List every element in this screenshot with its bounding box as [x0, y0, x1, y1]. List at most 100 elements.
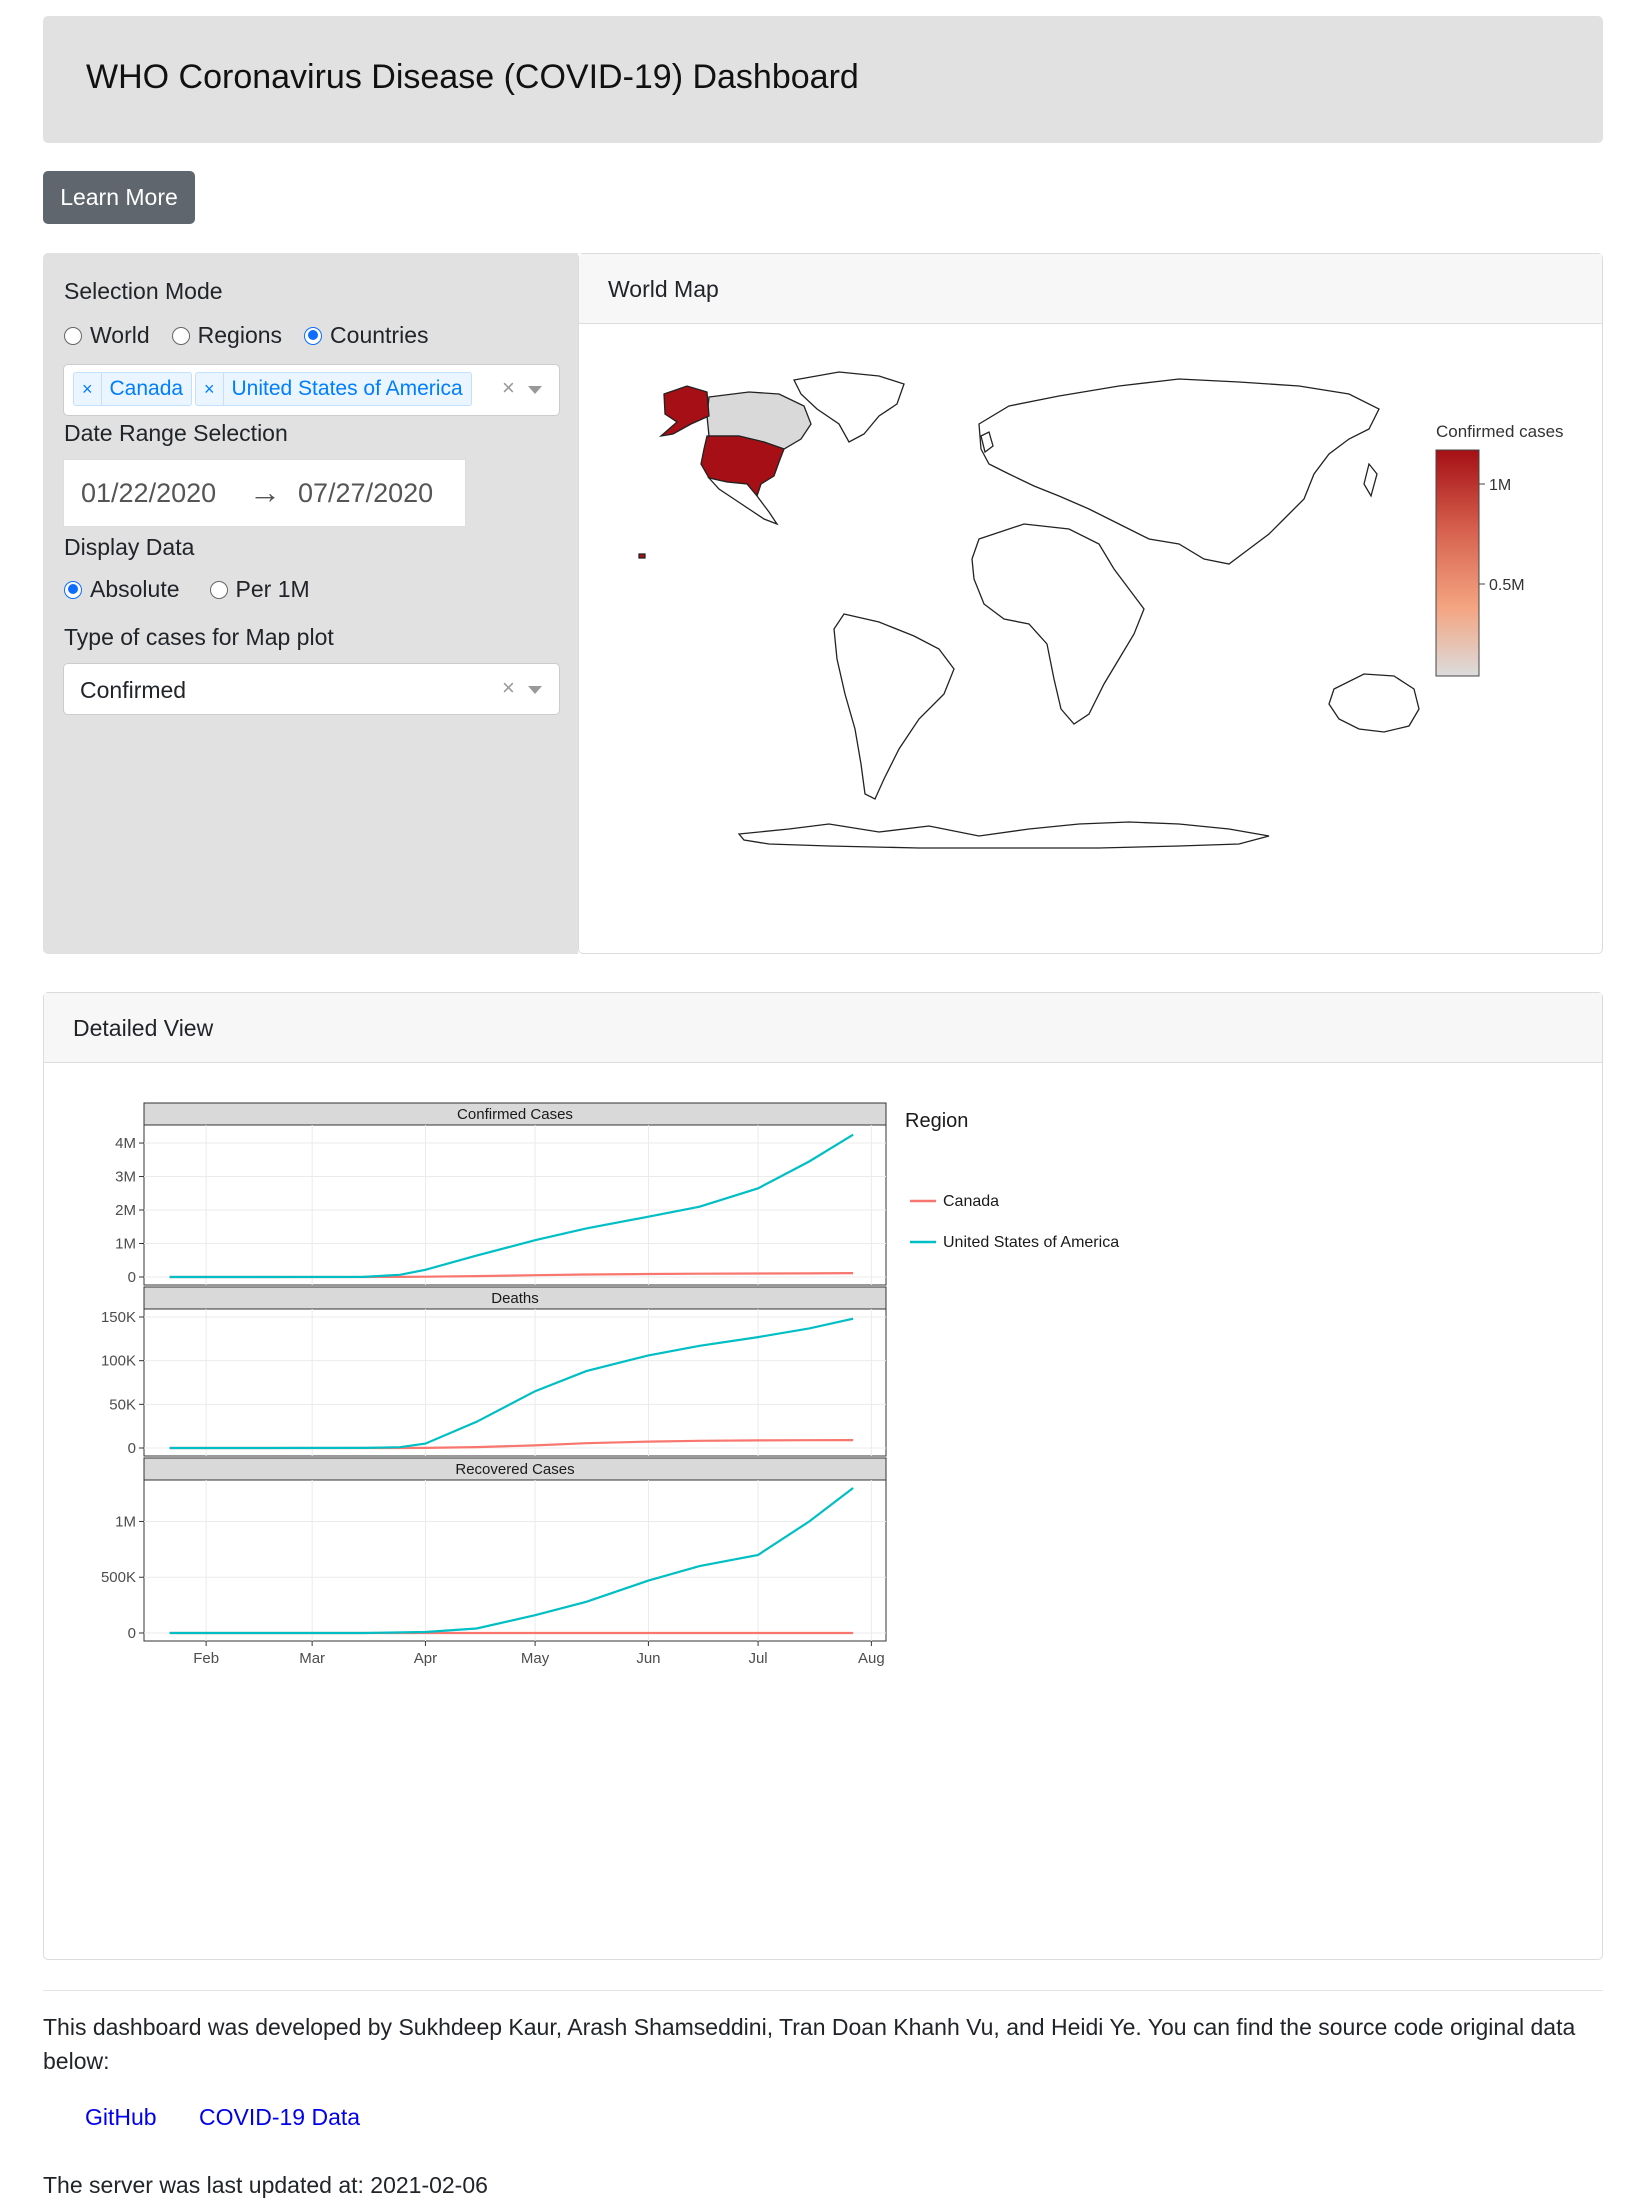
- x-tick-label: Aug: [858, 1650, 885, 1667]
- country-tag-label: Canada: [109, 377, 184, 400]
- mode-world-option[interactable]: World: [64, 322, 150, 349]
- learn-more-button[interactable]: Learn More: [43, 171, 195, 224]
- footer-description: This dashboard was developed by Sukhdeep…: [43, 2014, 1576, 2074]
- remove-canada-icon[interactable]: ×: [74, 373, 102, 405]
- github-link[interactable]: GitHub: [85, 2104, 157, 2130]
- map-land-uk: [980, 431, 994, 454]
- y-tick-label: 0: [128, 1440, 136, 1457]
- mode-regions-label: Regions: [197, 322, 283, 348]
- y-tick-label: 2M: [115, 1202, 136, 1219]
- legend-label: United States of America: [943, 1234, 1119, 1251]
- radio-absolute[interactable]: [64, 580, 82, 599]
- colorbar-tick-1m: 1M: [1489, 477, 1511, 494]
- remove-usa-icon[interactable]: ×: [196, 373, 224, 405]
- map-country-usa: [700, 435, 785, 498]
- y-tick-label: 50K: [109, 1396, 136, 1413]
- world-map-header: World Map: [579, 254, 1602, 324]
- map-land-antarctica: [737, 821, 1270, 849]
- detailed-view-chart[interactable]: Confirmed Cases 0 1M 2M 3M 4M Deaths 0 50K 100K 15…: [44, 1063, 1604, 1959]
- legend-label: Canada: [943, 1193, 999, 1210]
- date-range-picker[interactable]: 01/22/2020 → 07/27/2020: [63, 459, 466, 527]
- detailed-view-header: Detailed View: [44, 993, 1602, 1063]
- selection-mode-label: Selection Mode: [64, 278, 223, 304]
- map-type-dropdown[interactable]: Confirmed ×: [63, 663, 560, 715]
- country-tag-canada: × Canada: [73, 372, 193, 406]
- y-tick-label: 3M: [115, 1169, 136, 1186]
- dashboard-header: WHO Coronavirus Disease (COVID-19) Dashb…: [43, 16, 1603, 143]
- selection-mode-radios: World Regions Countries: [64, 322, 450, 349]
- map-country-usa-alaska: [658, 385, 710, 438]
- mode-world-label: World: [90, 322, 150, 348]
- mode-regions-option[interactable]: Regions: [171, 322, 283, 349]
- chevron-down-icon[interactable]: [528, 686, 542, 694]
- country-tag-label: United States of America: [231, 377, 463, 400]
- display-absolute-option[interactable]: Absolute: [64, 576, 180, 603]
- country-multiselect[interactable]: × Canada × United States of America ×: [63, 364, 560, 416]
- series-line-united-states-of-america: [169, 1487, 854, 1635]
- facet-title: Confirmed Cases: [457, 1106, 573, 1123]
- colorbar: [1435, 449, 1480, 677]
- display-absolute-label: Absolute: [90, 576, 180, 602]
- x-tick-label: Apr: [414, 1650, 437, 1667]
- radio-countries[interactable]: [304, 326, 323, 345]
- map-land-greenland: [793, 371, 905, 443]
- y-tick-label: 0: [128, 1625, 136, 1642]
- map-land-africa: [971, 523, 1145, 725]
- world-map-plot[interactable]: Confirmed cases 1M 0.5M: [579, 324, 1604, 954]
- arrow-right-icon: →: [249, 474, 281, 510]
- x-tick-label: May: [521, 1650, 550, 1667]
- map-type-label: Type of cases for Map plot: [64, 624, 334, 650]
- y-tick-label: 150K: [101, 1309, 136, 1326]
- x-tick-label: Feb: [193, 1650, 219, 1667]
- map-mexico: [707, 476, 779, 526]
- map-land-south-america: [833, 613, 955, 800]
- panel-background: [143, 1124, 887, 1286]
- radio-world[interactable]: [64, 326, 82, 345]
- y-tick-label: 500K: [101, 1569, 136, 1586]
- map-type-value: Confirmed: [80, 677, 187, 703]
- date-range-label: Date Range Selection: [64, 420, 288, 446]
- covid-data-link[interactable]: COVID-19 Data: [199, 2104, 361, 2130]
- series-line-united-states-of-america: [169, 1133, 854, 1279]
- map-land-australia: [1328, 673, 1420, 733]
- clear-map-type-icon[interactable]: ×: [502, 675, 515, 700]
- x-tick-label: Jun: [636, 1650, 660, 1667]
- display-per1m-option[interactable]: Per 1M: [209, 576, 310, 603]
- display-data-radios: Absolute Per 1M: [64, 576, 332, 603]
- y-tick-label: 100K: [101, 1353, 136, 1370]
- y-tick-label: 1M: [115, 1236, 136, 1253]
- y-tick-label: 1M: [115, 1513, 136, 1530]
- panel-background: [143, 1479, 887, 1642]
- map-country-canada: [706, 391, 812, 450]
- clear-selection-icon[interactable]: ×: [502, 375, 515, 400]
- radio-per1m[interactable]: [209, 580, 228, 599]
- detailed-view-card: Detailed View Confirmed Cases 0 1M 2M 3M 4M De…: [43, 992, 1603, 1960]
- y-tick-label: 4M: [115, 1135, 136, 1152]
- end-date-input[interactable]: 07/27/2020: [298, 478, 434, 508]
- colorbar-tick-05m: 0.5M: [1489, 577, 1525, 594]
- map-land-japan: [1363, 462, 1378, 498]
- mode-countries-label: Countries: [330, 322, 429, 348]
- last-updated-text: The server was last updated at: 2021-02-…: [43, 2172, 488, 2198]
- map-land-eurasia: [978, 378, 1380, 565]
- x-tick-label: Mar: [299, 1650, 325, 1667]
- country-tag-usa: × United States of America: [195, 372, 472, 406]
- facet-title: Recovered Cases: [455, 1461, 574, 1478]
- facet-title: Deaths: [491, 1290, 539, 1307]
- world-map-card: World Map Confirmed ca: [578, 253, 1603, 954]
- x-tick-label: Jul: [748, 1650, 767, 1667]
- legend-title: Region: [905, 1110, 968, 1132]
- radio-regions[interactable]: [171, 326, 190, 345]
- panel-background: [143, 1308, 887, 1457]
- start-date-input[interactable]: 01/22/2020: [81, 478, 217, 508]
- display-data-label: Display Data: [64, 534, 195, 560]
- mode-countries-option[interactable]: Countries: [304, 322, 428, 349]
- chevron-down-icon[interactable]: [528, 386, 542, 394]
- display-per1m-label: Per 1M: [235, 576, 310, 602]
- footer-divider: [43, 1990, 1603, 1991]
- page-title: WHO Coronavirus Disease (COVID-19) Dashb…: [86, 58, 859, 96]
- map-country-usa-hawaii: [638, 553, 646, 559]
- series-line-united-states-of-america: [169, 1317, 854, 1450]
- control-sidebar: [43, 253, 578, 954]
- y-tick-label: 0: [128, 1269, 136, 1286]
